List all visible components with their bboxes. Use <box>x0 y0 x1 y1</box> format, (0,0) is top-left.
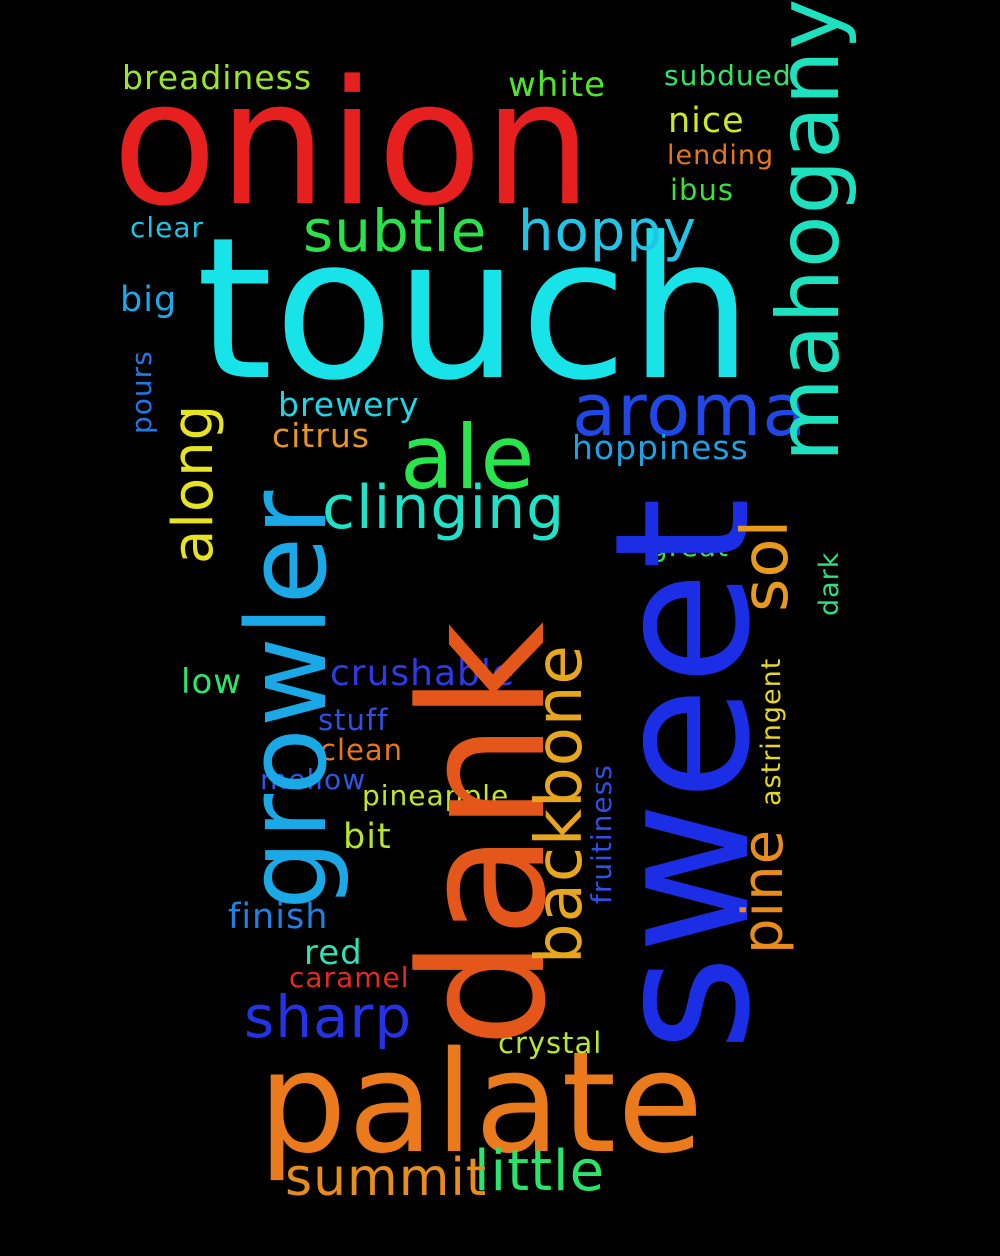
word-fruitiness: fruitiness <box>585 764 618 904</box>
word-mahogany: mahogany <box>759 0 859 462</box>
word-clear: clear <box>130 211 205 244</box>
word-citrus: citrus <box>272 416 370 455</box>
word-lending: lending <box>667 140 775 171</box>
word-red: red <box>304 933 363 973</box>
word-great: great <box>650 530 730 563</box>
word-subdued: subdued <box>664 59 792 92</box>
word-crushable: crushable <box>330 653 516 694</box>
word-hoppy: hoppy <box>518 199 697 264</box>
word-bit: bit <box>343 817 392 857</box>
word-nice: nice <box>668 101 745 141</box>
word-breadiness: breadiness <box>122 58 313 97</box>
word-ibus: ibus <box>670 173 734 207</box>
word-growler: growler <box>223 489 351 910</box>
word-little: little <box>474 1139 606 1204</box>
word-stuff: stuff <box>318 703 389 737</box>
word-clinging: clinging <box>322 473 566 543</box>
word-hoppiness: hoppiness <box>572 428 749 467</box>
word-astringent: astringent <box>756 657 787 806</box>
word-subtle: subtle <box>303 197 488 265</box>
word-big: big <box>120 280 178 320</box>
word-palate: palate <box>258 1022 705 1185</box>
word-pineapple: pineapple <box>362 779 510 812</box>
word-brewery: brewery <box>278 385 420 424</box>
word-finish: finish <box>228 897 329 937</box>
word-clean: clean <box>320 733 403 767</box>
word-sol: sol <box>729 518 803 612</box>
word-summit: summit <box>285 1148 488 1208</box>
word-aroma: aroma <box>572 368 808 452</box>
word-pine: pine <box>731 828 796 954</box>
word-touch: touch <box>196 196 754 424</box>
word-ale: ale <box>400 406 536 509</box>
word-dark: dark <box>814 551 845 616</box>
word-crystal: crystal <box>498 1026 603 1060</box>
word-white: white <box>508 65 607 105</box>
word-caramel: caramel <box>289 961 410 994</box>
word-sharp: sharp <box>244 983 413 1051</box>
word-along: along <box>161 403 226 564</box>
word-mellow: mellow <box>260 763 367 796</box>
word-pours: pours <box>125 350 158 434</box>
word-onion: onion <box>112 43 594 244</box>
word-low: low <box>181 662 243 702</box>
word-backbone: backbone <box>523 644 597 964</box>
